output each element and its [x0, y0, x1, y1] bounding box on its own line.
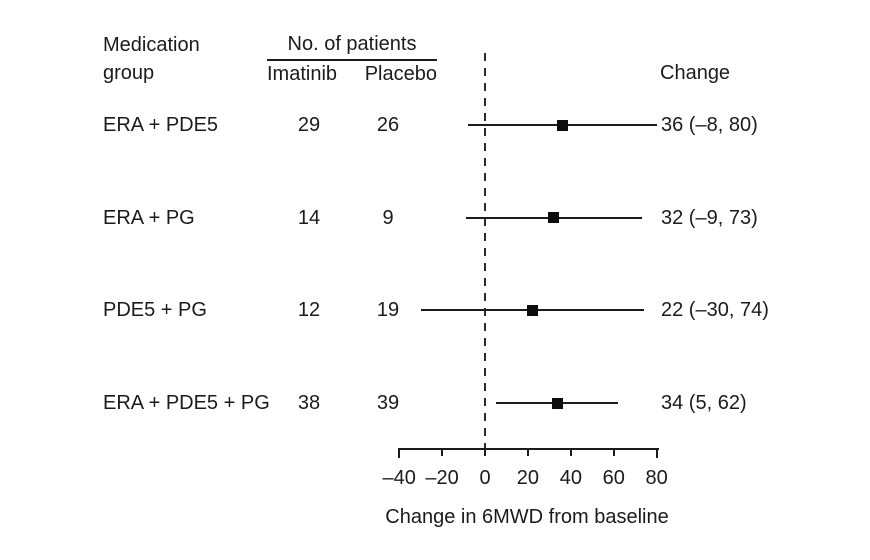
no-of-patients-header: No. of patients: [267, 31, 437, 61]
x-axis-tick-label: 20: [516, 467, 540, 489]
x-axis-tick: [398, 448, 401, 458]
change-value-label: 36 (–8, 80): [661, 114, 758, 136]
change-value-label: 34 (5, 62): [661, 392, 747, 415]
x-axis-tick-label: 80: [645, 467, 668, 489]
x-axis-tick: [484, 448, 486, 456]
x-axis-tick-label: 0: [479, 467, 491, 489]
row-group-label: ERA + PG: [103, 206, 195, 229]
row-group-label: PDE5 + PG: [103, 299, 207, 322]
x-axis-tick-label: 40: [559, 467, 582, 489]
x-axis-tick: [569, 448, 572, 456]
patients-subcolumns: Imatinib Placebo: [267, 61, 437, 87]
change-value-label: 22 (–30, 74): [661, 299, 769, 322]
zero-reference-line: [484, 53, 486, 449]
row-group-label: ERA + PDE5 + PG: [103, 392, 270, 415]
change-value-label: 32 (–9, 73): [661, 206, 758, 229]
point-estimate-marker: [556, 119, 568, 131]
placebo-count: 39: [376, 392, 400, 415]
x-axis-tick: [655, 448, 658, 458]
x-axis-line: [399, 448, 659, 450]
placebo-count: 9: [382, 206, 394, 229]
point-estimate-marker: [526, 304, 538, 316]
change-column-header: Change: [660, 62, 731, 84]
placebo-count: 26: [376, 114, 400, 136]
imatinib-column-header: Imatinib: [267, 63, 338, 85]
medication-group-header-line2: group: [103, 62, 155, 84]
medication-group-header-line1: Medication: [103, 34, 200, 56]
imatinib-count: 29: [297, 114, 321, 136]
point-estimate-marker: [552, 397, 564, 409]
row-group-label: ERA + PDE5: [103, 114, 219, 136]
point-estimate-marker: [548, 212, 560, 224]
x-axis-tick-label: –20: [425, 467, 459, 489]
imatinib-count: 12: [297, 299, 321, 322]
x-axis-tick: [526, 448, 529, 456]
x-axis-tick-label: 60: [602, 467, 625, 489]
imatinib-count: 38: [297, 392, 321, 415]
x-axis-tick: [441, 448, 444, 456]
x-axis-tick-label: –40: [382, 467, 416, 489]
imatinib-count: 14: [297, 206, 321, 229]
x-axis-title: Change in 6MWD from baseline: [385, 506, 669, 528]
placebo-count: 19: [376, 299, 400, 322]
placebo-column-header: Placebo: [364, 63, 437, 85]
x-axis-tick: [612, 448, 615, 456]
